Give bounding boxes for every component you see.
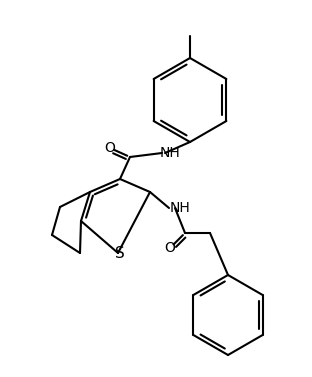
Text: O: O: [164, 241, 175, 255]
Text: S: S: [115, 245, 125, 261]
Text: NH: NH: [160, 146, 180, 160]
Text: NH: NH: [170, 201, 190, 215]
Text: O: O: [105, 141, 115, 155]
